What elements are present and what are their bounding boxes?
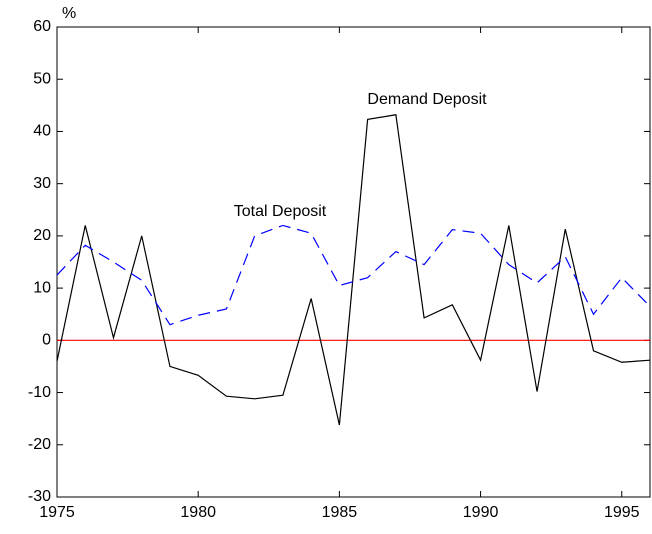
y-tick-label: 10 [33,279,51,296]
series-label: Total Deposit [234,203,327,220]
series-line [56,224,651,326]
plot-frame [56,26,651,498]
x-tick-label: 1985 [322,504,358,521]
x-tick-label: 1995 [604,504,640,521]
y-tick-label: 60 [33,18,51,35]
y-tick-label: 30 [33,175,51,192]
x-tick-label: 1990 [463,504,499,521]
series-label: Demand Deposit [367,91,487,108]
x-tick-label: 1975 [39,504,75,521]
y-tick-label: 40 [33,123,51,140]
y-tick-label: -20 [28,436,51,453]
series-line [56,114,651,426]
x-tick-label: 1980 [180,504,216,521]
y-tick-label: -10 [28,384,51,401]
y-tick-label: 0 [42,332,51,349]
y-tick-label: -30 [28,488,51,505]
y-axis-label: % [62,5,76,22]
y-tick-label: 20 [33,227,51,244]
y-tick-label: 50 [33,70,51,87]
